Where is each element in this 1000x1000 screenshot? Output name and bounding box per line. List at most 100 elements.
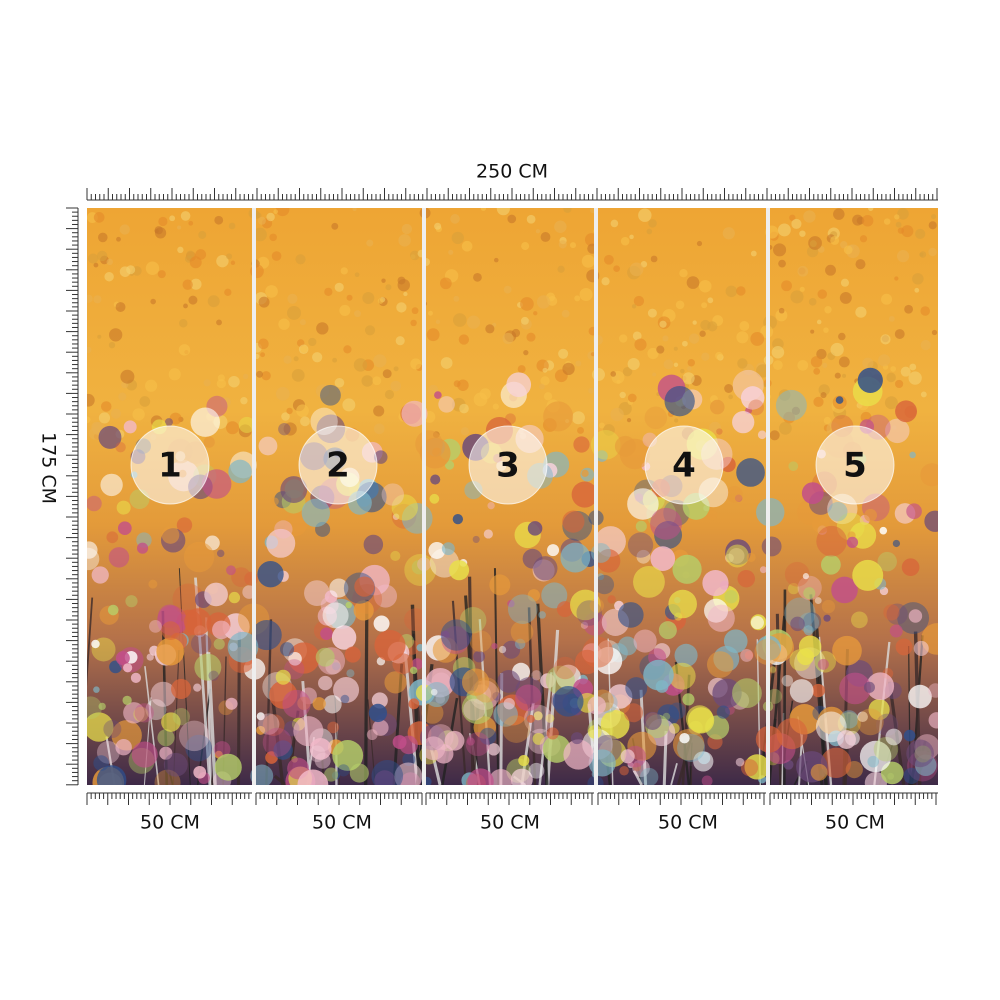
paint-blossom [98, 702, 106, 711]
paint-blossom [251, 619, 282, 651]
paint-blossom [322, 602, 349, 629]
paint-blossom [115, 441, 126, 453]
paint-blossom [429, 493, 440, 504]
paint-blossom [811, 683, 826, 698]
paint-blossom [507, 594, 538, 625]
paint-speck [886, 372, 896, 383]
paint-speck [226, 421, 240, 435]
paint-blossom [581, 469, 589, 477]
paint-speck [286, 407, 293, 415]
paint-speck [93, 212, 105, 223]
paint-blossom [776, 718, 808, 750]
panel-separators [252, 208, 770, 785]
paint-speck [728, 394, 733, 400]
paint-speck [87, 294, 93, 303]
paint-speck [106, 258, 113, 266]
paint-speck [168, 368, 181, 381]
paint-blossom [473, 650, 485, 663]
paint-speck [610, 407, 624, 422]
paint-speck [540, 376, 550, 386]
paint-speck [779, 421, 792, 435]
paint-blossom [434, 391, 442, 399]
paint-speck [291, 368, 305, 382]
paint-speck [183, 303, 188, 309]
paint-blossom [864, 508, 878, 522]
paint-speck [104, 272, 114, 282]
paint-blossom [491, 642, 498, 650]
paint-speck [620, 236, 630, 246]
paint-speck [662, 335, 669, 342]
rulers [66, 188, 938, 805]
paint-blossom [228, 591, 241, 604]
paint-speck [855, 306, 867, 318]
paint-speck [613, 265, 620, 273]
paint-blossom [472, 535, 480, 543]
paint-blossom [225, 697, 238, 710]
paint-speck [275, 208, 290, 217]
paint-blossom [244, 571, 259, 586]
paint-blossom [214, 753, 242, 781]
paint-blossom [373, 450, 388, 464]
paint-blossom [693, 751, 714, 772]
paint-blossom [161, 621, 181, 641]
paint-speck [132, 408, 145, 421]
paint-speck [675, 300, 685, 310]
paint-blossom [672, 554, 702, 584]
paint-blossom [204, 582, 228, 607]
paint-speck [563, 208, 572, 213]
paint-blossom [157, 604, 182, 629]
paint-blossom [541, 582, 568, 609]
paint-blossom [430, 688, 438, 696]
paint-blossom [617, 602, 644, 628]
paint-speck [561, 309, 570, 318]
paint-blossom [274, 520, 293, 539]
paint-blossom [814, 597, 822, 605]
paint-speck [558, 240, 567, 249]
paint-blossom [266, 528, 296, 558]
paint-speck [466, 315, 481, 329]
paint-blossom [627, 532, 654, 558]
paint-blossom [156, 637, 185, 666]
paint-speck [603, 424, 615, 436]
paint-blossom [518, 754, 530, 767]
paint-blossom [106, 531, 119, 544]
paint-blossom [226, 565, 236, 576]
paint-speck [120, 369, 135, 384]
paint-blossom [552, 686, 584, 717]
paint-speck [179, 319, 188, 328]
paint-speck [461, 240, 473, 252]
paint-speck [228, 222, 236, 230]
paint-speck [398, 234, 411, 247]
paint-blossom [297, 769, 329, 785]
paint-speck [520, 316, 529, 325]
paint-speck [692, 320, 697, 325]
paint-blossom [710, 399, 725, 415]
paint-speck [626, 417, 632, 423]
paint-speck [825, 264, 836, 276]
paint-blossom [720, 456, 736, 473]
paint-blossom [98, 425, 122, 449]
paint-blossom [438, 396, 455, 413]
paint-speck [261, 371, 271, 381]
paint-blossom [194, 653, 222, 681]
paint-speck [410, 319, 417, 327]
paint-speck [207, 295, 220, 308]
paint-speck [258, 338, 269, 350]
paint-speck [638, 208, 652, 222]
paint-speck [839, 291, 852, 304]
paint-blossom [633, 565, 665, 598]
paint-speck [346, 294, 353, 301]
paint-blossom [590, 429, 621, 460]
paint-speck [648, 219, 657, 228]
paint-blossom [803, 587, 816, 600]
paint-speck [773, 243, 787, 257]
paint-speck [631, 304, 637, 309]
paint-blossom [172, 708, 190, 726]
paint-speck [312, 352, 323, 363]
paint-blossom [857, 367, 883, 393]
panel-width-label: 50 CM [480, 812, 540, 834]
paint-speck [396, 302, 407, 313]
paint-speck [777, 223, 791, 237]
paint-speck [494, 257, 499, 263]
paint-blossom [123, 702, 145, 724]
